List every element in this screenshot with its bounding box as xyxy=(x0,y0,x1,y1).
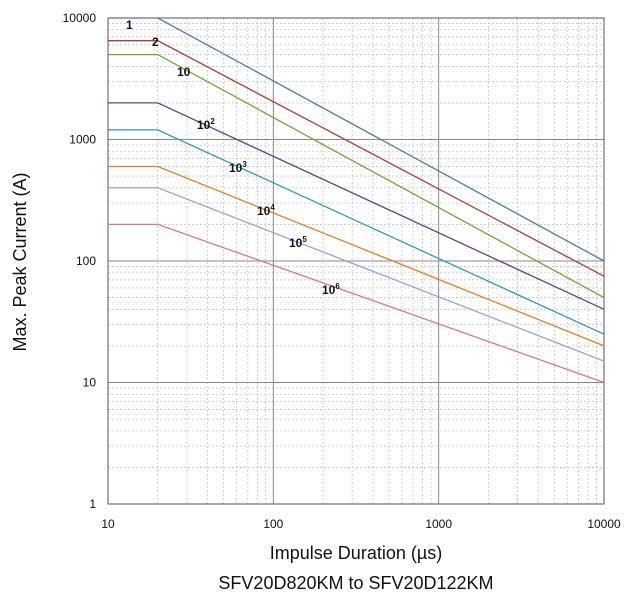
x-tick-labels: 10 100 1000 10000 xyxy=(101,517,621,531)
series-label-10-pow-2: 102 xyxy=(197,117,215,132)
x-axis-title: Impulse Duration (µs) xyxy=(270,543,442,563)
y-tick-label: 100 xyxy=(76,254,96,268)
series-label-1: 1 xyxy=(126,18,133,32)
y-tick-label: 10000 xyxy=(63,11,97,25)
series-line-10-pow-3 xyxy=(108,129,605,335)
series-label-10: 10 xyxy=(177,65,191,79)
y-tick-labels: 1 10 100 1000 10000 xyxy=(63,11,97,511)
series-line-10-pow-6 xyxy=(108,223,605,384)
x-tick-label: 100 xyxy=(263,517,283,531)
x-tick-label: 1000 xyxy=(425,517,452,531)
series-labels: 1 2 10 102 103 104 105 106 xyxy=(126,18,340,297)
chart-caption: SFV20D820KM to SFV20D122KM xyxy=(218,573,493,593)
y-axis-title: Max. Peak Current (A) xyxy=(10,172,30,351)
series-line-1 xyxy=(108,17,605,262)
series-label-10-pow-6: 106 xyxy=(322,282,340,297)
series-label-10-pow-4: 104 xyxy=(257,203,275,218)
series-lines xyxy=(108,17,605,384)
series-line-10-pow-5 xyxy=(108,187,605,362)
y-tick-label: 1000 xyxy=(69,133,96,147)
y-tick-label: 1 xyxy=(89,497,96,511)
x-tick-label: 10000 xyxy=(587,517,621,531)
minor-grid xyxy=(108,18,604,504)
series-line-10 xyxy=(108,53,605,299)
series-line-10-pow-2 xyxy=(108,102,605,310)
y-tick-label: 10 xyxy=(83,376,97,390)
series-label-10-pow-5: 105 xyxy=(289,235,307,250)
series-line-2 xyxy=(108,40,605,277)
x-tick-label: 10 xyxy=(101,517,115,531)
series-label-10-pow-3: 103 xyxy=(229,160,247,175)
series-line-10-pow-4 xyxy=(108,165,605,347)
series-label-2: 2 xyxy=(152,35,159,49)
